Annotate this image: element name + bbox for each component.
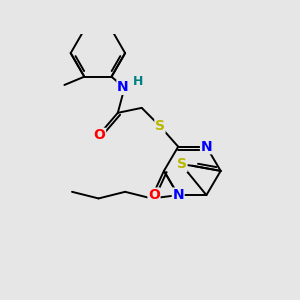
Text: N: N [201, 140, 212, 154]
Text: H: H [133, 76, 143, 88]
Text: O: O [94, 128, 106, 142]
Text: N: N [172, 188, 184, 202]
Text: O: O [148, 188, 160, 202]
Text: N: N [117, 80, 129, 94]
Text: S: S [177, 158, 187, 171]
Text: S: S [155, 119, 165, 133]
